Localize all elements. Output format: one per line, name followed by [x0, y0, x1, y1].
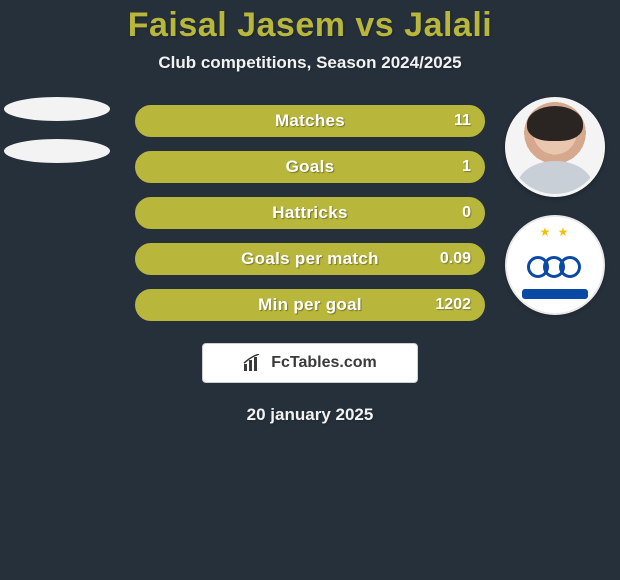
stat-pill-list: Matches 11 Goals 1 Hattricks 0 Goals per… [135, 105, 485, 321]
club-logo-stars-icon: ★ ★ [540, 225, 571, 239]
stat-pill-goals: Goals 1 [135, 151, 485, 183]
brand-text: FcTables.com [271, 354, 377, 372]
subtitle: Club competitions, Season 2024/2025 [0, 53, 620, 73]
stats-area: ★ ★ Matches 11 Goals 1 Hattricks 0 Goals… [0, 105, 620, 321]
stat-right-value: 1 [462, 158, 471, 176]
stat-right-value: 0 [462, 204, 471, 222]
stat-label: Matches [275, 111, 345, 131]
stat-pill-goals-per-match: Goals per match 0.09 [135, 243, 485, 275]
right-player-photo [505, 97, 605, 197]
stat-right-value: 11 [454, 112, 471, 130]
stat-label: Hattricks [272, 203, 347, 223]
stat-label: Goals per match [241, 249, 379, 269]
left-player-placeholder-2 [4, 139, 110, 163]
stat-right-value: 1202 [435, 296, 471, 314]
club-logo-ribbon-icon [522, 289, 588, 299]
stat-label: Goals [286, 157, 335, 177]
bar-chart-icon [243, 354, 265, 372]
stat-right-value: 0.09 [440, 250, 471, 268]
left-player-placeholder-1 [4, 97, 110, 121]
date-line: 20 january 2025 [0, 405, 620, 425]
stat-pill-matches: Matches 11 [135, 105, 485, 137]
page-title: Faisal Jasem vs Jalali [0, 0, 620, 45]
left-player-column [2, 97, 112, 163]
club-logo-rings-icon [527, 252, 583, 288]
right-player-club-logo: ★ ★ [505, 215, 605, 315]
right-player-column: ★ ★ [500, 97, 610, 315]
stat-pill-min-per-goal: Min per goal 1202 [135, 289, 485, 321]
stat-label: Min per goal [258, 295, 362, 315]
stat-pill-hattricks: Hattricks 0 [135, 197, 485, 229]
brand-badge: FcTables.com [202, 343, 418, 383]
